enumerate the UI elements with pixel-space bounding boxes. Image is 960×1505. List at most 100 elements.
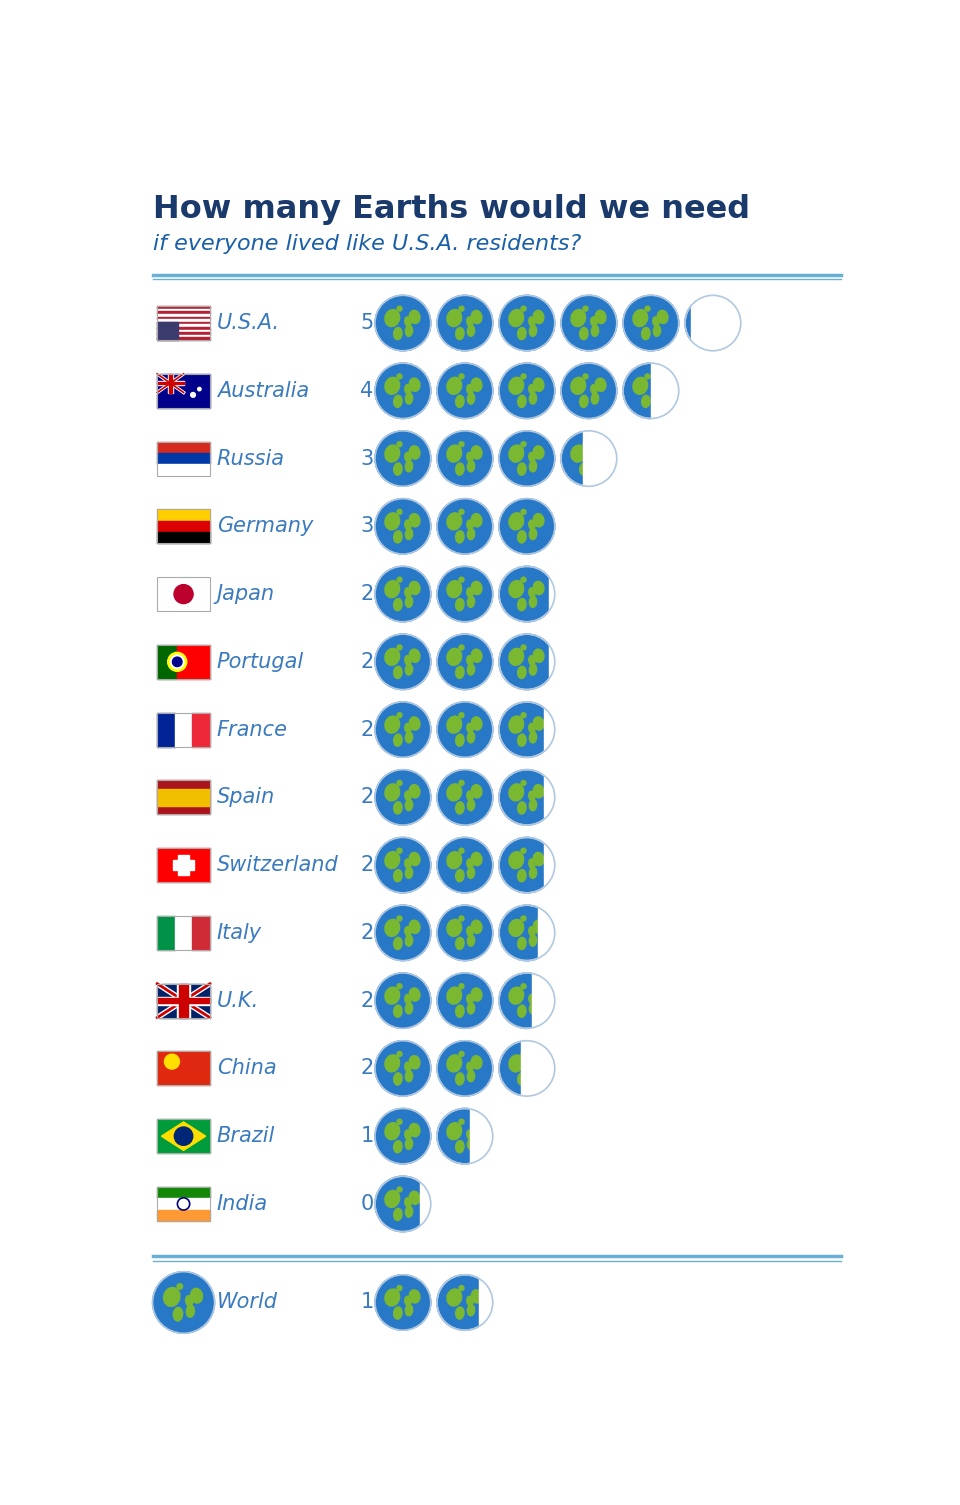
Ellipse shape (405, 453, 411, 462)
Ellipse shape (509, 1055, 523, 1072)
Text: Switzerland: Switzerland (217, 855, 339, 874)
Ellipse shape (385, 716, 399, 733)
Ellipse shape (459, 849, 464, 853)
Ellipse shape (529, 995, 535, 1004)
Ellipse shape (459, 713, 464, 718)
Ellipse shape (529, 731, 537, 743)
Bar (157, 576, 210, 611)
Ellipse shape (471, 987, 482, 1001)
Text: 4.5: 4.5 (360, 381, 394, 400)
Ellipse shape (409, 649, 420, 662)
Bar (157, 306, 210, 309)
Ellipse shape (405, 995, 411, 1004)
Circle shape (175, 1127, 193, 1145)
Bar (157, 849, 210, 882)
Ellipse shape (405, 867, 413, 879)
Bar (157, 441, 210, 476)
Ellipse shape (409, 310, 420, 324)
Bar (157, 316, 210, 319)
Ellipse shape (447, 378, 462, 394)
Circle shape (499, 701, 555, 757)
Ellipse shape (468, 325, 474, 336)
Circle shape (623, 295, 679, 351)
Ellipse shape (405, 1070, 413, 1082)
Ellipse shape (409, 513, 420, 527)
Ellipse shape (529, 596, 537, 608)
Ellipse shape (583, 441, 588, 447)
Ellipse shape (459, 984, 464, 989)
Ellipse shape (385, 920, 399, 936)
Ellipse shape (580, 464, 588, 476)
Ellipse shape (459, 441, 464, 447)
Bar (157, 509, 210, 543)
Ellipse shape (471, 649, 482, 662)
Circle shape (375, 566, 431, 622)
Text: 2.8: 2.8 (360, 787, 394, 807)
Ellipse shape (405, 859, 411, 868)
Ellipse shape (529, 521, 535, 530)
Ellipse shape (641, 328, 650, 340)
Circle shape (499, 430, 555, 486)
Circle shape (375, 905, 431, 960)
Ellipse shape (509, 581, 523, 597)
Bar (479, 1273, 496, 1332)
Ellipse shape (456, 667, 464, 679)
Ellipse shape (394, 1209, 402, 1221)
Text: How many Earths would we need: How many Earths would we need (153, 194, 750, 226)
Bar (157, 576, 210, 611)
Ellipse shape (385, 1190, 399, 1207)
Text: 3.0: 3.0 (360, 516, 394, 536)
Bar (521, 1038, 558, 1097)
Ellipse shape (468, 528, 474, 540)
Ellipse shape (591, 461, 599, 473)
Text: India: India (217, 1193, 268, 1215)
Ellipse shape (467, 1063, 473, 1072)
Ellipse shape (405, 596, 413, 608)
Ellipse shape (509, 513, 523, 530)
Ellipse shape (580, 328, 588, 340)
Text: 2.7: 2.7 (360, 923, 394, 944)
Ellipse shape (467, 588, 473, 597)
Ellipse shape (521, 509, 526, 515)
Circle shape (437, 905, 492, 960)
Bar (157, 789, 210, 805)
Ellipse shape (447, 920, 462, 936)
Circle shape (685, 295, 741, 351)
Bar (168, 373, 173, 393)
Ellipse shape (580, 396, 588, 408)
Ellipse shape (533, 1055, 544, 1069)
Ellipse shape (394, 1073, 402, 1085)
Circle shape (375, 1275, 431, 1330)
Ellipse shape (459, 509, 464, 515)
Ellipse shape (521, 1052, 526, 1057)
Ellipse shape (529, 792, 535, 801)
Circle shape (437, 634, 492, 689)
Ellipse shape (397, 509, 402, 515)
Ellipse shape (385, 987, 399, 1004)
Ellipse shape (529, 799, 537, 811)
Ellipse shape (467, 792, 473, 801)
Ellipse shape (529, 318, 535, 327)
Ellipse shape (174, 1308, 182, 1321)
Bar (690, 293, 744, 352)
Ellipse shape (185, 1296, 193, 1306)
Ellipse shape (641, 396, 650, 408)
Ellipse shape (529, 385, 535, 394)
Ellipse shape (447, 445, 462, 462)
Ellipse shape (409, 920, 420, 933)
Ellipse shape (456, 328, 464, 340)
Ellipse shape (191, 1288, 203, 1303)
Ellipse shape (459, 306, 464, 312)
Ellipse shape (509, 649, 523, 665)
Text: 1.6: 1.6 (360, 1126, 394, 1147)
Ellipse shape (471, 378, 482, 391)
Ellipse shape (447, 1288, 462, 1306)
Bar (157, 334, 210, 337)
Text: 1.75: 1.75 (360, 1293, 407, 1312)
Ellipse shape (405, 731, 413, 743)
Ellipse shape (405, 521, 411, 530)
Ellipse shape (529, 453, 535, 462)
Bar (157, 322, 179, 340)
Circle shape (171, 655, 184, 668)
Circle shape (499, 837, 555, 892)
